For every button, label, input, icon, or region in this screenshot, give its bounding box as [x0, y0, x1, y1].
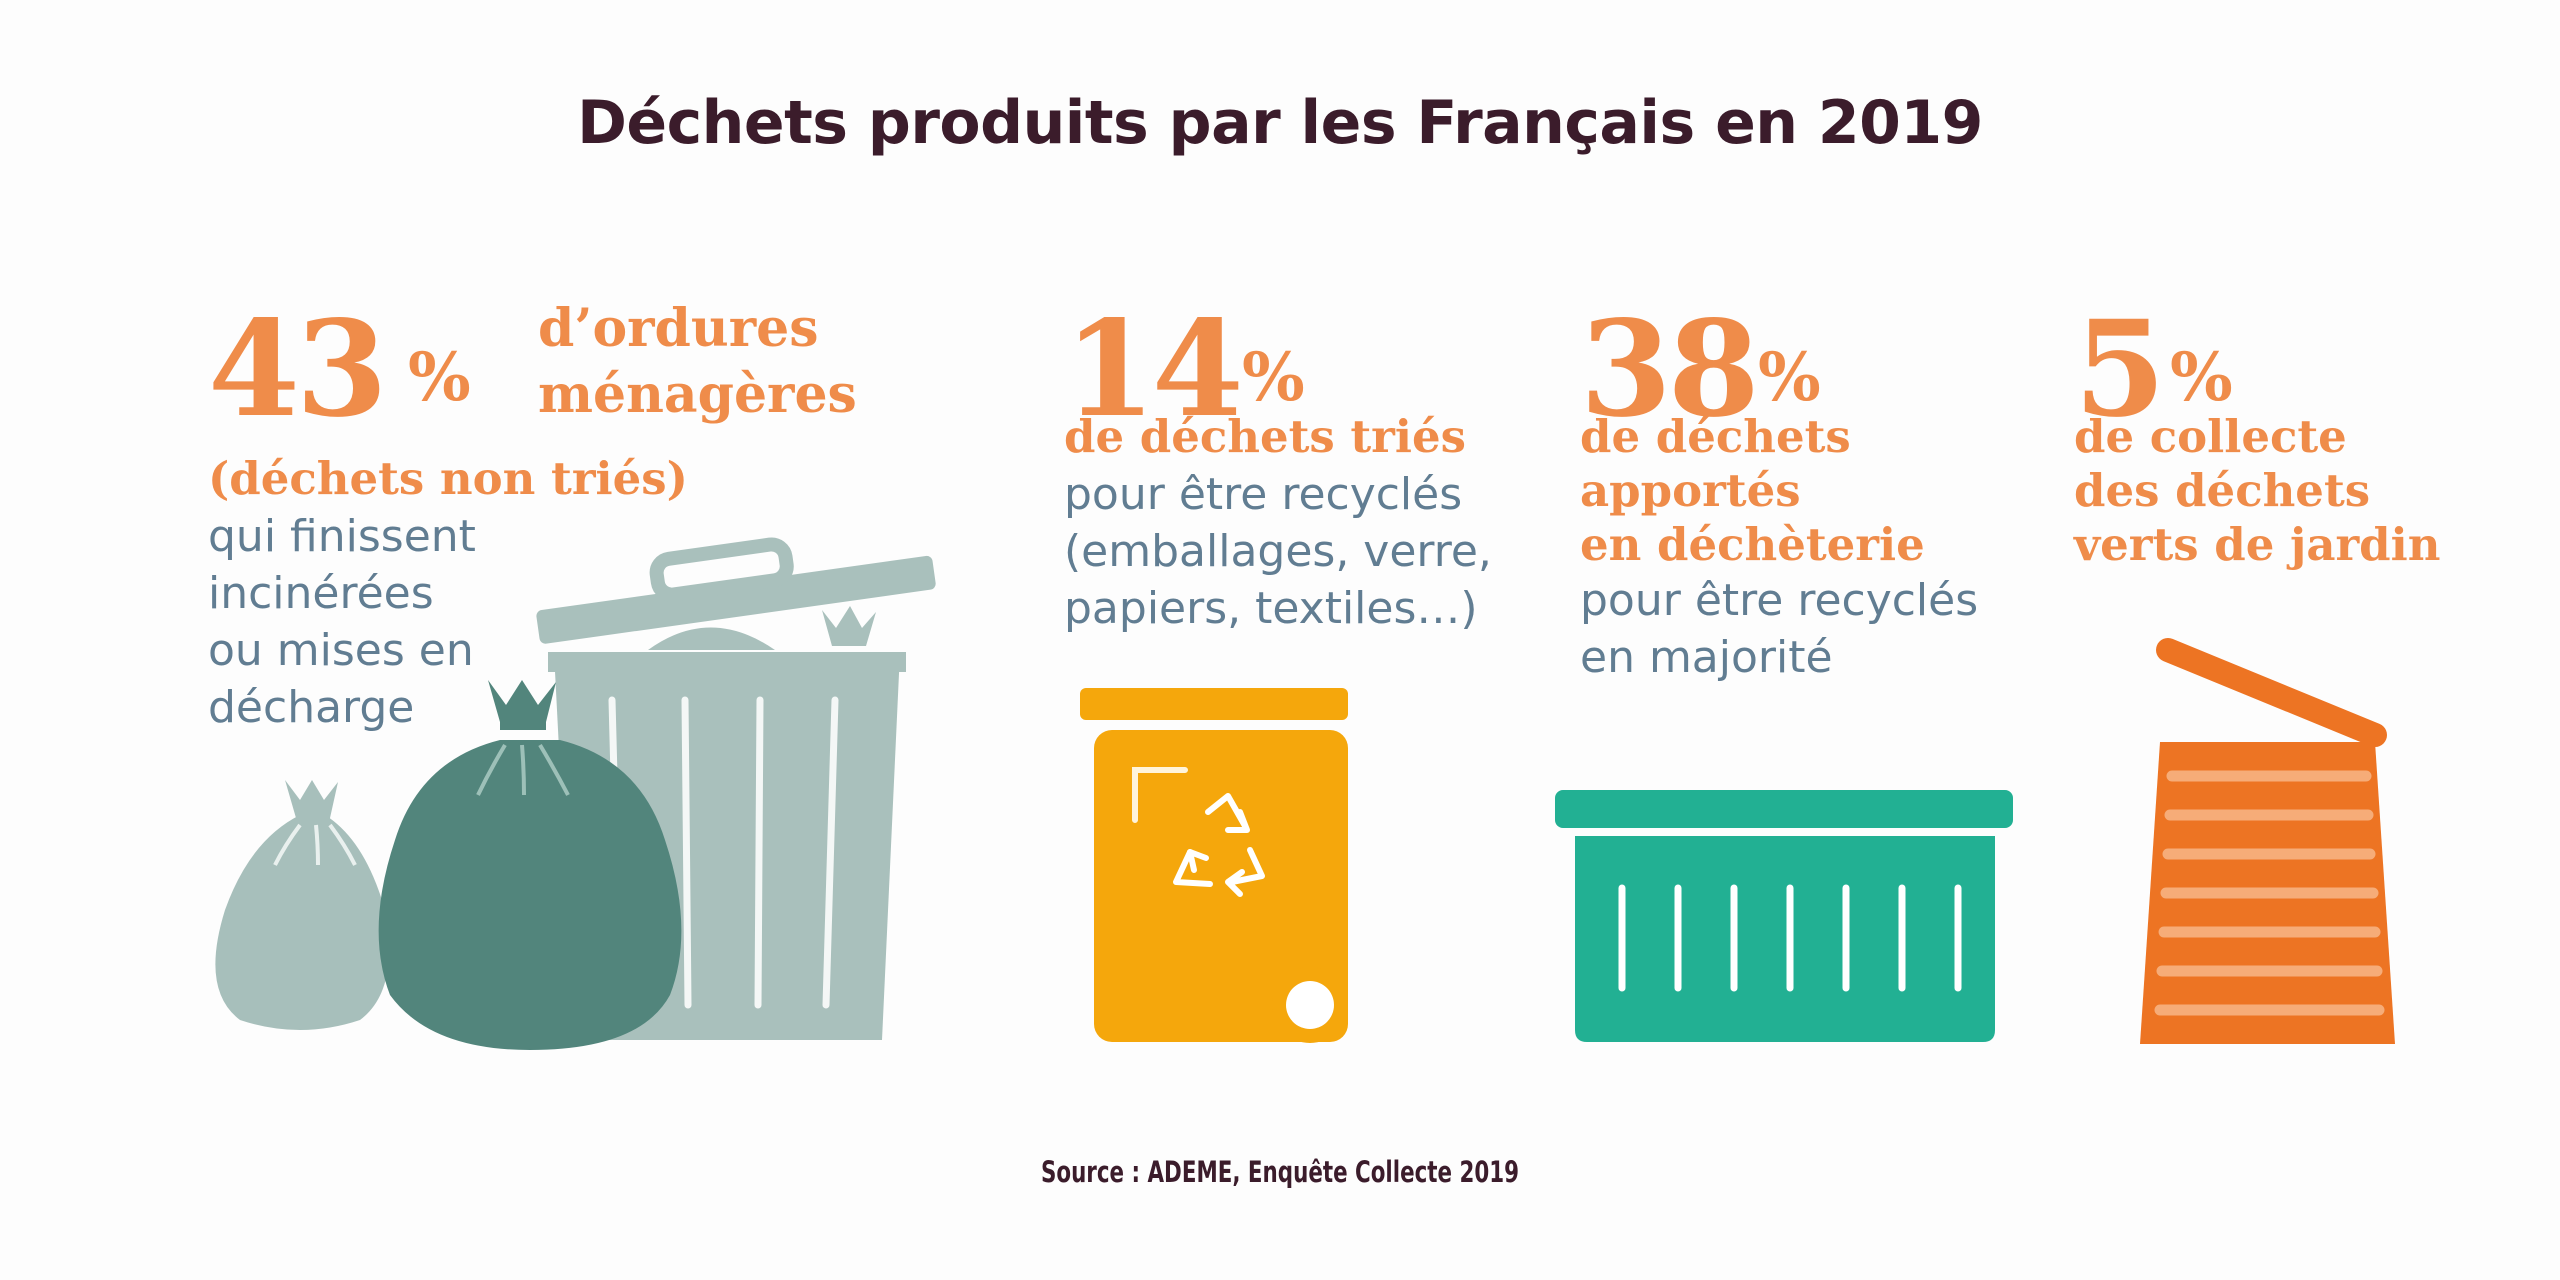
dump-container-icon	[1555, 790, 2013, 1042]
stat-1-headline-1: d’ordures	[538, 298, 819, 359]
stat-2-detail-3: papiers, textiles…)	[1064, 583, 1478, 634]
stat-1-orange-line-1: (déchets non triés)	[208, 452, 688, 505]
stat-4-unit: %	[2170, 338, 2233, 416]
stat-1-unit: %	[408, 338, 471, 416]
stat-4-orange-line-3: verts de jardin	[2074, 518, 2441, 571]
garbage-can-lid	[536, 537, 936, 644]
stat-4-value: 5	[2074, 292, 2166, 447]
stat-1-value: 43	[208, 292, 388, 447]
stat-3-detail-2: en majorité	[1580, 632, 1833, 683]
stat-3-detail-1: pour être recyclés	[1580, 575, 1979, 626]
stat-2-detail-1: pour être recyclés	[1064, 469, 1463, 520]
stat-4-orange-line-1: de collecte	[2074, 410, 2347, 463]
garden-waste-bin-icon	[2140, 638, 2395, 1044]
stat-1-detail-2: incinérées	[208, 568, 434, 619]
page-title: Déchets produits par les Français en 201…	[577, 88, 1983, 158]
stat-1-headline-2: ménagères	[538, 364, 857, 425]
source-note: Source : ADEME, Enquête Collecte 2019	[1040, 1155, 1520, 1189]
stat-3-value: 38	[1580, 292, 1760, 447]
recycling-bin-icon	[1080, 688, 1348, 1043]
stat-2-value: 14	[1064, 292, 1244, 447]
stat-2-unit: %	[1242, 338, 1305, 416]
stat-4-orange-line-2: des déchets	[2074, 464, 2371, 517]
recycle-symbol	[1173, 793, 1265, 897]
stat-3-orange-line-2: apportés	[1580, 464, 1801, 517]
stat-3-orange-line-1: de déchets	[1580, 410, 1851, 463]
stat-2-detail-2: (emballages, verre,	[1064, 526, 1492, 577]
stat-3-unit: %	[1758, 338, 1821, 416]
stat-3-orange-line-3: en déchèterie	[1580, 518, 1925, 571]
stat-1-detail-1: qui finissent	[208, 511, 476, 562]
stat-1-detail-3: ou mises en	[208, 625, 474, 676]
stat-1-detail-4: décharge	[208, 682, 415, 733]
garbage-can-and-bags-icon	[215, 537, 936, 1050]
stat-2-orange-line-1: de déchets triés	[1064, 410, 1466, 463]
